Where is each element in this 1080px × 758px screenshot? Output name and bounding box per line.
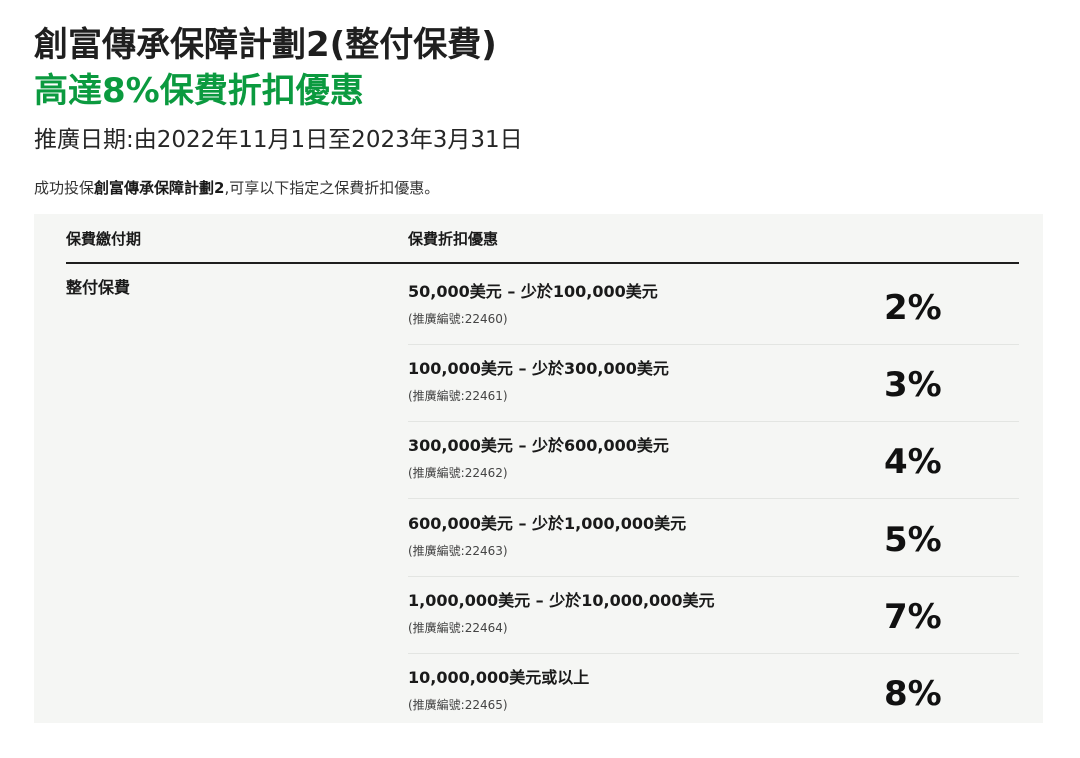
- tier-row: 100,000美元 – 少於300,000美元 (推廣編號:22461) 3%: [408, 345, 1019, 422]
- row-divider: [408, 498, 1019, 499]
- header-divider: [66, 262, 1019, 264]
- tier-promo-code: (推廣編號:22463): [408, 544, 508, 558]
- tier-range: 100,000美元 – 少於300,000美元: [408, 359, 669, 378]
- tier-row: 1,000,000美元 – 少於10,000,000美元 (推廣編號:22464…: [408, 577, 1019, 654]
- column-header-payment-term: 保費繳付期: [66, 230, 142, 248]
- intro-text: 成功投保創富傳承保障計劃2,可享以下指定之保費折扣優惠。: [34, 176, 439, 200]
- tier-range: 10,000,000美元或以上: [408, 668, 590, 687]
- tier-range: 50,000美元 – 少於100,000美元: [408, 282, 658, 301]
- intro-plan-name: 創富傳承保障計劃2: [94, 179, 225, 197]
- tier-discount: 3%: [884, 365, 942, 405]
- promo-headline: 高達8%保費折扣優惠: [34, 71, 364, 111]
- tier-discount: 7%: [884, 597, 942, 637]
- intro-suffix: ,可享以下指定之保費折扣優惠。: [224, 179, 440, 197]
- row-divider: [408, 344, 1019, 345]
- tier-range: 300,000美元 – 少於600,000美元: [408, 436, 669, 455]
- tier-promo-code: (推廣編號:22462): [408, 466, 508, 480]
- tier-promo-code: (推廣編號:22464): [408, 621, 508, 635]
- row-divider: [408, 576, 1019, 577]
- tier-row: 300,000美元 – 少於600,000美元 (推廣編號:22462) 4%: [408, 422, 1019, 499]
- column-header-discount: 保費折扣優惠: [408, 230, 499, 248]
- payment-type-cell: 整付保費: [66, 278, 131, 297]
- intro-prefix: 成功投保: [34, 179, 95, 197]
- tier-range: 1,000,000美元 – 少於10,000,000美元: [408, 591, 715, 610]
- discount-table: 保費繳付期 保費折扣優惠 整付保費 50,000美元 – 少於100,000美元…: [34, 214, 1043, 723]
- tier-discount: 2%: [884, 288, 942, 328]
- tier-discount: 8%: [884, 674, 942, 714]
- tier-discount: 5%: [884, 520, 942, 560]
- row-divider: [408, 421, 1019, 422]
- tier-promo-code: (推廣編號:22461): [408, 389, 508, 403]
- tier-row: 600,000美元 – 少於1,000,000美元 (推廣編號:22463) 5…: [408, 500, 1019, 577]
- tier-range: 600,000美元 – 少於1,000,000美元: [408, 514, 687, 533]
- row-divider: [408, 653, 1019, 654]
- tier-promo-code: (推廣編號:22460): [408, 312, 508, 326]
- promo-period: 推廣日期:由2022年11月1日至2023年3月31日: [34, 127, 523, 153]
- tier-row: 50,000美元 – 少於100,000美元 (推廣編號:22460) 2%: [408, 268, 1019, 345]
- tier-row: 10,000,000美元或以上 (推廣編號:22465) 8%: [408, 654, 1019, 731]
- tier-promo-code: (推廣編號:22465): [408, 698, 508, 712]
- tier-discount: 4%: [884, 442, 942, 482]
- page-title: 創富傳承保障計劃2(整付保費): [34, 25, 497, 65]
